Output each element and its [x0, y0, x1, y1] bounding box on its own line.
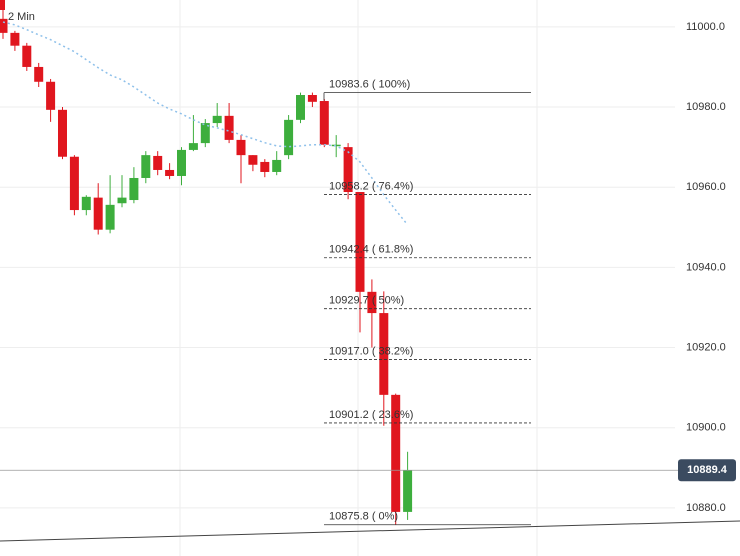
- interval-label: 2 Min: [8, 11, 35, 23]
- candle-body: [177, 149, 186, 176]
- candle-body: [165, 169, 175, 176]
- interval-marker: [0, 0, 5, 10]
- candle-body: [379, 313, 389, 395]
- fib-label: 10958.2 ( 76.4%): [329, 180, 413, 192]
- candle-body: [236, 139, 246, 156]
- candle-body: [355, 192, 365, 292]
- candle-body: [105, 204, 115, 230]
- candle-body: [93, 197, 103, 230]
- candle-body: [141, 155, 151, 178]
- trend-line: [0, 520, 740, 542]
- candle-body: [212, 115, 222, 124]
- fib-label: 10942.4 ( 61.8%): [329, 244, 413, 256]
- candle-body: [46, 81, 56, 110]
- candle-body: [272, 159, 282, 172]
- y-tick-label: 10980.0: [686, 101, 726, 113]
- marks: 10983.6 ( 100%) 10958.2 ( 76.4%) 10942.4 (…: [0, 6, 736, 526]
- candle-body: [117, 197, 127, 204]
- fib-label: 10901.2 ( 23.6%): [329, 409, 413, 421]
- candle-body: [22, 45, 32, 67]
- candle-body: [188, 143, 198, 150]
- candle-body: [200, 123, 210, 144]
- grid: 11000.0 10980.0 10960.0 10940.0 10920.0 10900…: [0, 21, 726, 514]
- y-tick-label: 10920.0: [686, 341, 726, 353]
- candle-body: [367, 291, 377, 314]
- candle-body: [331, 144, 341, 147]
- candle-body: [319, 101, 329, 145]
- last-price-label: 10889.4: [687, 464, 728, 476]
- candle-body: [34, 66, 44, 82]
- candle-body: [343, 147, 353, 193]
- y-tick-label: 11000.0: [686, 21, 725, 33]
- candle-body: [248, 155, 258, 165]
- candle-body: [58, 109, 67, 157]
- candle-body: [284, 119, 294, 156]
- candle-body: [307, 95, 317, 102]
- candle-body: [129, 177, 139, 201]
- candle-body: [10, 32, 20, 46]
- fib-label: 10929.7 ( 50%): [329, 295, 404, 307]
- candle-body: [260, 161, 270, 172]
- y-tick-label: 10960.0: [686, 181, 726, 193]
- fib-label: 10983.6 ( 100%): [329, 79, 410, 91]
- candle-body: [81, 196, 91, 211]
- candle-body: [391, 394, 401, 512]
- candle-body: [224, 115, 234, 140]
- fib-label: 10917.0 ( 38.2%): [329, 345, 413, 357]
- candle-body: [0, 18, 8, 33]
- candle-body: [153, 155, 163, 170]
- candle-body: [296, 95, 305, 120]
- y-tick-label: 10880.0: [686, 502, 726, 514]
- y-tick-label: 10900.0: [686, 422, 726, 434]
- fib-label: 10875.8 ( 0%): [329, 511, 398, 523]
- candle-body: [403, 470, 413, 512]
- y-tick-label: 10940.0: [686, 261, 726, 273]
- last-price-box: [678, 459, 736, 482]
- candle-body: [69, 156, 79, 211]
- moving-average: [2, 21, 409, 226]
